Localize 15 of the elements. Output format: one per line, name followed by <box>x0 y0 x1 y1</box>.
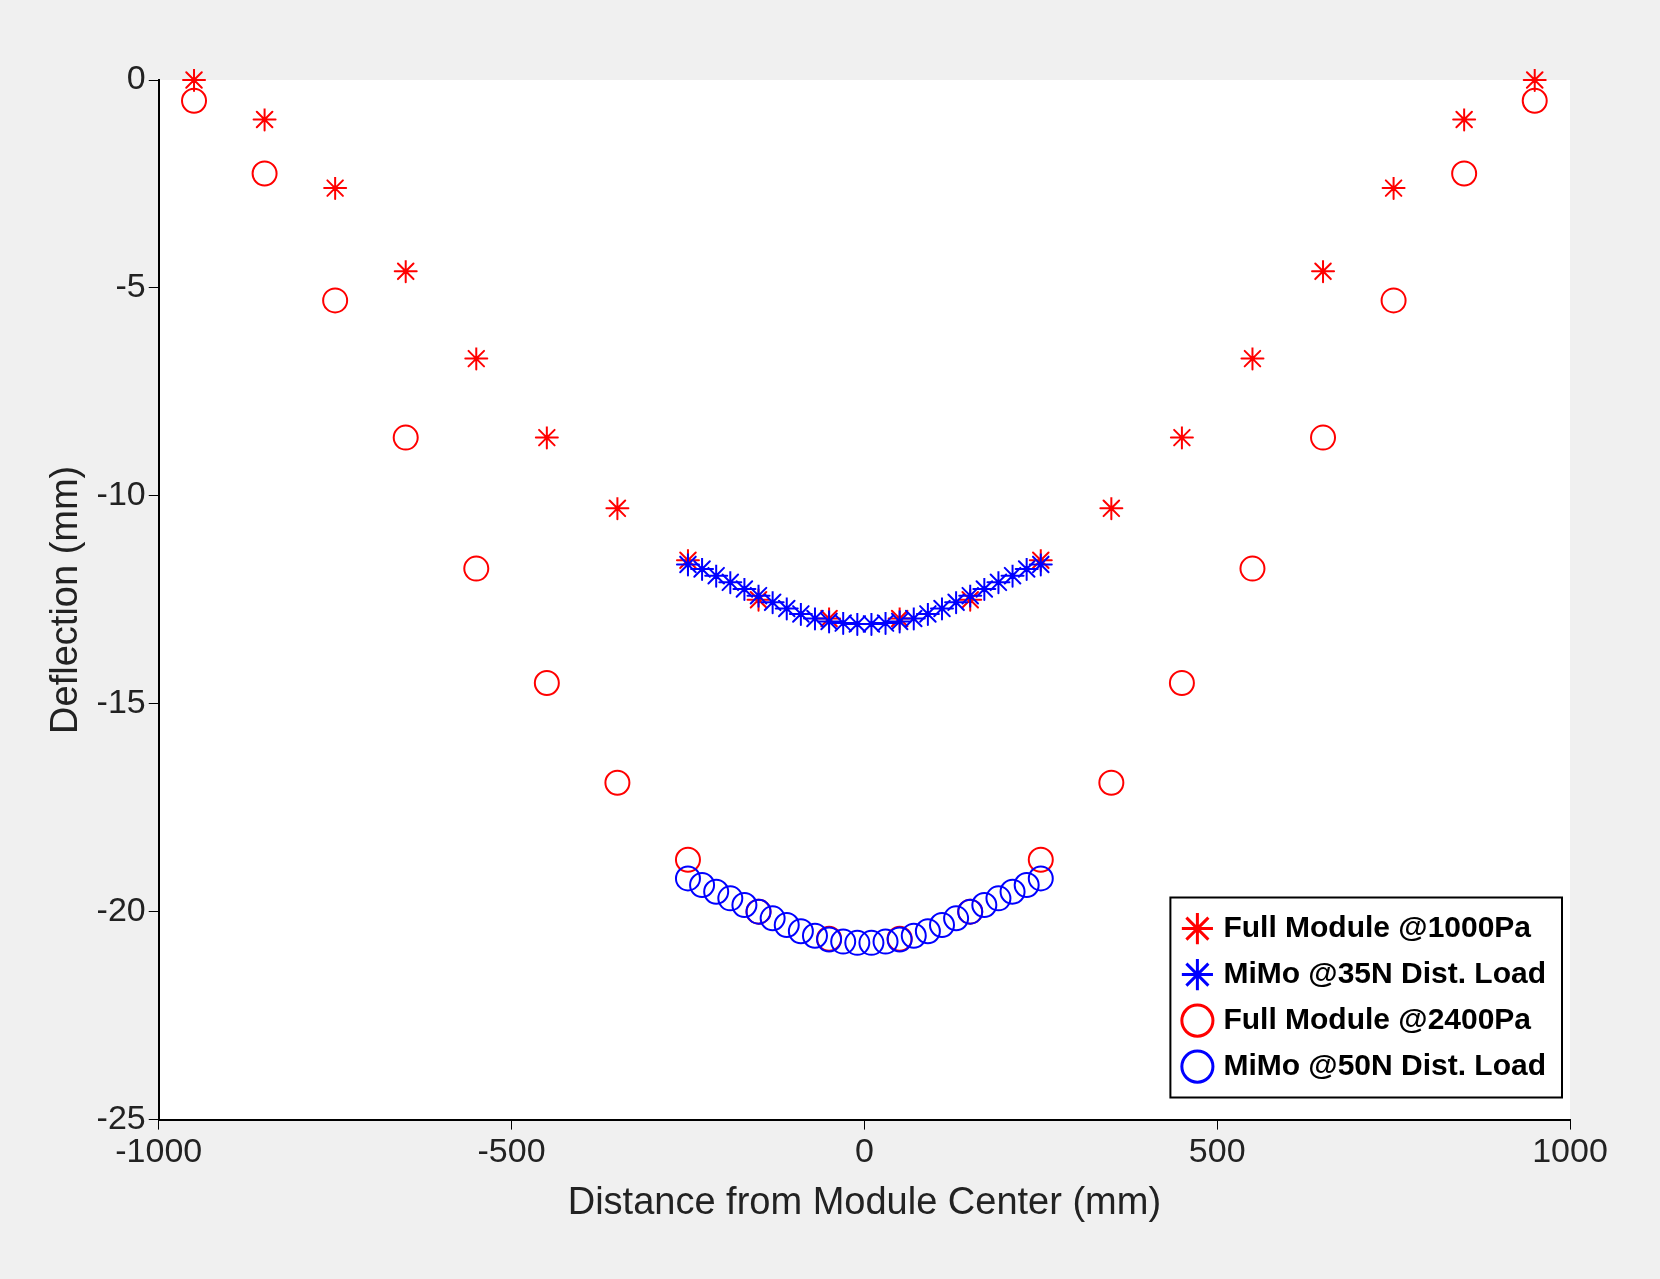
x-tick-label: 0 <box>854 1131 874 1170</box>
y-tick-label: -15 <box>96 682 146 721</box>
legend-label: MiMo @35N Dist. Load <box>1223 955 1547 989</box>
legend-label: Full Module @2400Pa <box>1223 1001 1532 1035</box>
legend-label: MiMo @50N Dist. Load <box>1223 1047 1547 1081</box>
y-tick-label: -20 <box>96 890 146 929</box>
x-tick-label: -500 <box>477 1131 546 1170</box>
y-axis-title: Deflection (mm) <box>43 465 86 734</box>
y-tick-label: -10 <box>96 474 146 513</box>
y-tick-label: -5 <box>115 266 146 305</box>
x-tick-label: 1000 <box>1532 1131 1608 1170</box>
x-axis-title: Distance from Module Center (mm) <box>567 1179 1162 1222</box>
legend-label: Full Module @1000Pa <box>1223 909 1532 943</box>
x-tick-label: 500 <box>1188 1131 1246 1170</box>
y-tick-label: 0 <box>126 58 146 97</box>
